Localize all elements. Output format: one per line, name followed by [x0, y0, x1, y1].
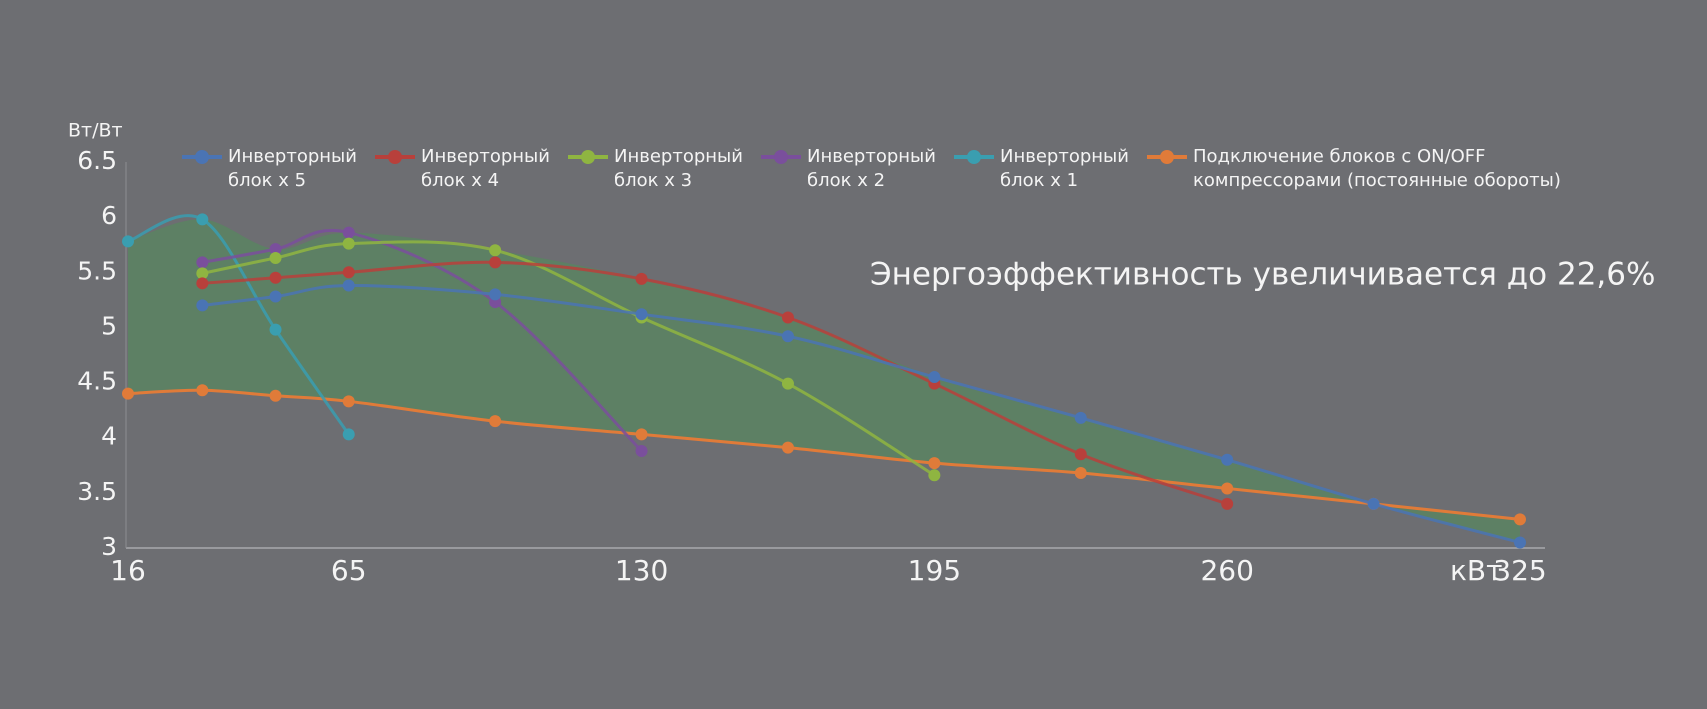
x-tick-label: 130	[615, 554, 668, 587]
x-tick-label: 65	[331, 554, 367, 587]
series-marker	[122, 387, 134, 400]
series-marker	[196, 213, 209, 226]
series-marker	[269, 251, 282, 264]
y-axis-label: Вт/Вт	[68, 120, 123, 142]
legend-marker	[388, 150, 402, 164]
series-marker	[489, 415, 502, 428]
series-marker	[196, 267, 209, 280]
efficiency-area	[128, 219, 1520, 543]
x-tick-label: 260	[1200, 554, 1253, 587]
legend-label: Инверторный блок x 1	[1000, 146, 1129, 191]
x-tick-label: 16	[110, 554, 146, 587]
series-marker	[122, 235, 134, 248]
y-tick-label: 5.5	[77, 256, 117, 285]
series-marker	[269, 389, 282, 402]
series-marker	[635, 428, 648, 441]
legend-label: Инверторный блок x 3	[614, 146, 743, 191]
series-marker	[196, 277, 209, 290]
series-marker	[781, 330, 794, 343]
x-tick-label: 325	[1493, 554, 1546, 587]
legend-label: Инверторный блок x 5	[228, 146, 357, 191]
y-tick-label: 4.5	[77, 367, 117, 396]
series-marker	[1074, 467, 1087, 480]
series-marker	[1221, 497, 1234, 510]
legend-item: Подключение блоков с ON/OFF компрессорам…	[1145, 145, 1563, 193]
series-marker	[342, 226, 355, 239]
series-marker	[342, 395, 355, 408]
series-marker	[342, 237, 355, 250]
series-marker	[342, 428, 355, 441]
series-marker	[196, 384, 209, 397]
legend-label: Подключение блоков с ON/OFF компрессорам…	[1193, 146, 1561, 191]
legend-swatch	[761, 150, 801, 164]
y-tick-label: 6.5	[77, 146, 117, 175]
legend-swatch	[182, 150, 222, 164]
series-marker	[269, 271, 282, 284]
legend-marker	[1160, 150, 1174, 164]
series-marker	[269, 243, 282, 256]
series-line	[202, 260, 1228, 506]
series-marker	[1221, 453, 1234, 466]
series-marker	[781, 311, 794, 324]
series-marker	[1514, 536, 1526, 549]
legend: Инверторный блок x 5 Инверторный блок x 4…	[180, 145, 1563, 193]
series-marker	[1074, 411, 1087, 424]
legend-item: Инверторный блок x 5	[180, 145, 373, 193]
series-marker	[196, 299, 209, 312]
series-marker	[781, 441, 794, 454]
series-marker	[269, 290, 282, 303]
series-marker	[342, 279, 355, 292]
series-marker	[489, 256, 502, 269]
series-marker	[1514, 513, 1526, 526]
series-marker	[1074, 448, 1087, 461]
series-marker	[1367, 497, 1380, 510]
series-marker	[635, 272, 648, 285]
legend-item: Инверторный блок x 4	[373, 145, 566, 193]
legend-item: Инверторный блок x 3	[566, 145, 759, 193]
series-marker	[342, 266, 355, 279]
x-axis-label: кВт	[1450, 554, 1502, 587]
y-tick-label: 5	[101, 311, 117, 340]
series-line	[127, 214, 350, 436]
legend-swatch	[1147, 150, 1187, 164]
series-marker	[1221, 482, 1234, 495]
legend-item: Инверторный блок x 2	[759, 145, 952, 193]
series-marker	[269, 323, 282, 336]
legend-marker	[581, 150, 595, 164]
series-marker	[635, 308, 648, 321]
series-marker	[928, 371, 941, 384]
series-marker	[489, 288, 502, 301]
series-marker	[781, 377, 794, 390]
legend-label: Инверторный блок x 2	[807, 146, 936, 191]
series-marker	[489, 244, 502, 257]
y-tick-label: 6	[101, 201, 117, 230]
x-tick-label: 195	[908, 554, 961, 587]
annotation: Энергоэффективность увеличивается до 22,…	[870, 257, 1655, 293]
series-marker	[928, 469, 941, 482]
series-marker	[928, 457, 941, 470]
series-marker	[196, 256, 209, 269]
legend-swatch	[568, 150, 608, 164]
legend-swatch	[954, 150, 994, 164]
legend-item: Инверторный блок x 1	[952, 145, 1145, 193]
legend-marker	[967, 150, 981, 164]
series-marker	[635, 444, 648, 457]
y-tick-label: 3	[101, 532, 117, 561]
legend-label: Инверторный блок x 4	[421, 146, 550, 191]
legend-swatch	[375, 150, 415, 164]
y-tick-label: 4	[101, 422, 117, 451]
legend-marker	[774, 150, 788, 164]
legend-marker	[195, 150, 209, 164]
y-tick-label: 3.5	[77, 477, 117, 506]
